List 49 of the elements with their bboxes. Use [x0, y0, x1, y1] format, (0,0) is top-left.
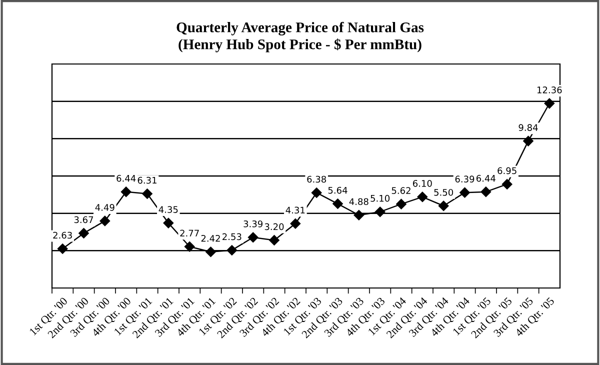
data-label: 6.31	[138, 176, 156, 184]
point	[206, 246, 216, 257]
data-label: 3.20	[264, 223, 284, 230]
point	[100, 216, 110, 226]
data-label: 6.39	[455, 176, 474, 182]
point	[311, 188, 322, 198]
point	[184, 242, 195, 252]
point	[544, 98, 555, 109]
data-label: 12.36	[537, 86, 562, 94]
data-label: 5.50	[434, 188, 454, 196]
point	[142, 188, 152, 199]
point	[480, 186, 492, 197]
data-label: 6.44	[476, 174, 496, 182]
point	[354, 210, 364, 220]
data-label: 6.38	[307, 176, 326, 183]
point	[332, 198, 343, 209]
point	[374, 206, 386, 217]
data-label: 2.63	[53, 232, 72, 239]
chart-title: Quarterly Average Price of Natural Gas (Henry Hub Spot Price - $ Per mmBtu)	[176, 22, 424, 52]
data-label: 4.35	[158, 206, 178, 213]
data-label: 5.10	[370, 194, 390, 202]
data-label: 4.31	[286, 206, 305, 214]
point	[396, 198, 406, 210]
point	[57, 244, 68, 254]
data-label: 6.44	[116, 174, 136, 182]
data-label: 2.42	[201, 234, 220, 242]
point	[163, 218, 174, 228]
data-label: 2.77	[180, 230, 199, 236]
data-label: 6.95	[498, 167, 516, 174]
data-label: 2.53	[222, 233, 242, 240]
data-label: 3.67	[74, 216, 94, 224]
point	[78, 228, 89, 238]
data-label: 5.62	[392, 187, 410, 194]
point	[438, 200, 449, 211]
point	[417, 192, 428, 202]
data-label: 4.49	[95, 204, 114, 211]
data-label: 4.88	[349, 198, 368, 206]
point	[226, 245, 238, 256]
point	[269, 235, 280, 246]
point	[248, 232, 258, 242]
point	[120, 186, 132, 197]
point	[523, 136, 534, 146]
point	[460, 187, 470, 198]
data-label: 6.10	[412, 180, 432, 187]
data-label: 3.39	[244, 220, 262, 228]
data-label: 9.84	[518, 124, 538, 131]
point	[502, 179, 512, 190]
data-label: 5.64	[328, 186, 348, 194]
point	[290, 218, 301, 229]
